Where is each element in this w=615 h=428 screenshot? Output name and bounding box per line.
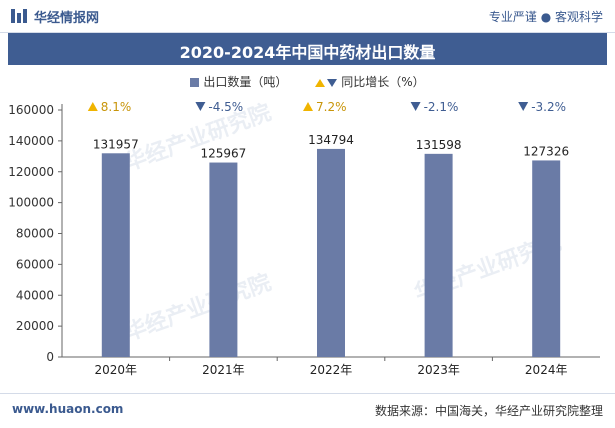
- x-tick-label: 2023年: [417, 363, 460, 377]
- growth-down-triangle-icon: [518, 102, 529, 111]
- bar: [424, 153, 453, 357]
- footer-bar: www.huaon.com 数据来源：中国海关，华经产业研究院整理: [0, 393, 615, 428]
- chart-title: 2020-2024年中国中药材出口数量: [179, 43, 436, 62]
- y-tick-label: 100000: [8, 196, 54, 210]
- y-tick-label: 120000: [8, 165, 54, 179]
- growth-label: 7.2%: [316, 100, 347, 114]
- legend-item-export-volume: 出口数量（吨）: [190, 73, 287, 90]
- legend-triangles-icon: [315, 78, 338, 87]
- bar: [532, 160, 561, 357]
- brand-name: 华经情报网: [34, 11, 100, 26]
- growth-label: -2.1%: [424, 100, 459, 114]
- y-tick-label: 140000: [8, 134, 54, 148]
- bar-value-label: 131957: [93, 137, 139, 151]
- growth-label: -4.5%: [208, 100, 243, 114]
- brand-tagline: 专业严谨 ● 客观科学: [488, 10, 603, 24]
- bar-value-label: 134794: [308, 133, 354, 147]
- y-tick-label: 40000: [16, 288, 54, 302]
- y-tick-label: 60000: [16, 257, 54, 271]
- growth-down-triangle-icon: [410, 102, 421, 111]
- bar: [101, 153, 130, 357]
- title-bar: 2020-2024年中国中药材出口数量: [8, 33, 607, 65]
- x-tick-label: 2021年: [202, 363, 245, 377]
- growth-label: 8.1%: [101, 100, 132, 114]
- growth-down-triangle-icon: [195, 102, 206, 111]
- growth-up-triangle-icon: [87, 102, 98, 111]
- y-tick-label: 0: [46, 350, 54, 364]
- legend-label-growth: 同比增长（%）: [341, 75, 425, 89]
- legend-swatch-bar: [190, 78, 200, 87]
- bar-value-label: 125967: [200, 147, 246, 161]
- bar-value-label: 131598: [416, 138, 462, 152]
- chart-legend: 出口数量（吨） 同比增长（%）: [0, 73, 615, 90]
- footer-data-source: 数据来源：中国海关，华经产业研究院整理: [374, 404, 603, 418]
- legend-label-export-volume: 出口数量（吨）: [203, 75, 288, 89]
- x-tick-label: 2020年: [95, 363, 138, 377]
- x-tick-label: 2022年: [310, 363, 353, 377]
- bar-value-label: 127326: [523, 144, 569, 158]
- bar: [209, 162, 238, 357]
- legend-item-growth: 同比增长（%）: [315, 73, 425, 90]
- growth-label: -3.2%: [531, 100, 566, 114]
- y-tick-label: 20000: [16, 319, 54, 333]
- bar: [317, 148, 345, 357]
- y-tick-label: 160000: [8, 103, 54, 117]
- y-tick-label: 80000: [16, 227, 54, 241]
- footer-site-url: www.huaon.com: [12, 402, 124, 416]
- x-tick-label: 2024年: [525, 363, 568, 377]
- top-bar: 华经情报网 专业严谨 ● 客观科学: [0, 0, 615, 33]
- growth-up-triangle-icon: [303, 102, 313, 111]
- huajing-logo-icon: [11, 9, 27, 23]
- bar-chart: 0 20000 40000 60000 80000 100000 120000 140000 1…: [8, 100, 600, 377]
